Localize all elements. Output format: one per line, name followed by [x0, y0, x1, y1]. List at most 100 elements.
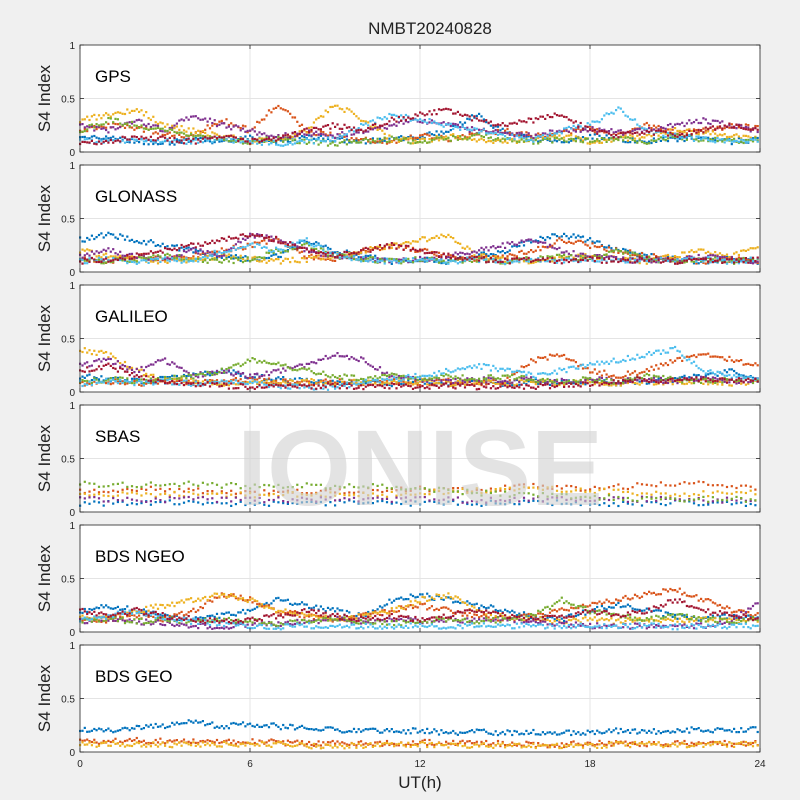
data-point — [230, 237, 233, 240]
data-point — [700, 353, 703, 356]
data-point — [728, 368, 731, 371]
data-point — [215, 123, 219, 126]
data-point — [211, 379, 214, 382]
data-point — [721, 128, 724, 131]
data-point — [315, 247, 318, 250]
data-point — [725, 256, 729, 260]
data-point — [126, 122, 129, 125]
data-point — [404, 118, 407, 121]
data-point — [754, 124, 757, 128]
data-point — [530, 249, 533, 252]
data-point — [407, 383, 410, 386]
data-point — [600, 244, 603, 247]
data-point — [690, 249, 693, 252]
data-point — [565, 116, 568, 119]
data-point — [555, 136, 559, 139]
data-point — [178, 133, 181, 136]
data-point — [126, 124, 129, 127]
data-point — [459, 261, 462, 264]
data-point — [558, 246, 561, 249]
data-point — [586, 125, 589, 128]
data-point — [234, 236, 237, 239]
data-point — [466, 128, 469, 131]
data-point — [520, 131, 523, 134]
data-point — [411, 118, 415, 121]
data-point — [414, 113, 417, 116]
data-point — [93, 134, 96, 138]
data-point — [282, 138, 285, 141]
data-point — [164, 139, 167, 142]
data-point — [572, 138, 575, 141]
data-point — [86, 382, 89, 385]
data-point — [473, 254, 476, 257]
data-point — [258, 376, 261, 379]
data-point — [685, 255, 688, 259]
data-point — [159, 249, 162, 252]
data-point — [541, 132, 544, 135]
data-point — [730, 123, 733, 126]
data-point — [251, 258, 254, 262]
data-point — [563, 127, 566, 130]
data-point — [90, 139, 93, 142]
data-point — [298, 124, 301, 127]
data-point — [107, 256, 110, 259]
data-point — [532, 250, 535, 254]
data-point — [716, 259, 719, 262]
data-point — [572, 359, 575, 362]
data-point — [204, 131, 207, 134]
data-point — [607, 244, 611, 247]
data-point — [289, 382, 292, 385]
data-point — [541, 380, 544, 383]
data-point — [709, 140, 712, 143]
data-point — [265, 382, 268, 385]
data-point — [326, 380, 330, 383]
data-point — [237, 140, 240, 143]
data-point — [626, 258, 629, 261]
data-point — [253, 140, 256, 143]
data-point — [473, 256, 476, 259]
data-point — [291, 116, 294, 119]
data-point — [206, 250, 209, 253]
data-point — [100, 139, 103, 142]
data-point — [555, 130, 559, 133]
data-point — [86, 361, 89, 364]
data-point — [367, 139, 370, 142]
data-point — [112, 256, 115, 260]
data-point — [90, 123, 93, 126]
data-point — [735, 372, 738, 375]
data-point — [506, 127, 509, 131]
data-point — [525, 252, 528, 255]
data-point — [244, 135, 247, 138]
data-point — [152, 260, 155, 263]
data-point — [532, 359, 535, 362]
data-point — [369, 254, 372, 257]
data-point — [681, 121, 684, 124]
data-point — [456, 135, 459, 138]
data-point — [270, 235, 273, 238]
data-point — [605, 373, 608, 376]
data-point — [192, 257, 195, 260]
data-point — [156, 259, 160, 262]
data-point — [312, 137, 315, 140]
data-point — [282, 242, 285, 245]
data-point — [352, 112, 356, 115]
data-point — [622, 139, 625, 142]
data-point — [721, 134, 724, 137]
data-point — [83, 362, 86, 365]
data-point — [404, 257, 407, 260]
data-point — [749, 256, 752, 259]
data-point — [362, 259, 365, 263]
data-point — [206, 261, 209, 264]
data-point — [666, 253, 670, 257]
data-point — [272, 253, 275, 256]
data-point — [454, 136, 457, 139]
data-point — [508, 242, 511, 245]
data-point — [208, 251, 212, 254]
data-point — [470, 379, 474, 382]
data-point — [88, 349, 91, 352]
data-point — [737, 135, 740, 138]
data-point — [466, 117, 469, 120]
data-point — [506, 250, 509, 254]
data-point — [190, 377, 193, 380]
data-point — [532, 137, 535, 140]
